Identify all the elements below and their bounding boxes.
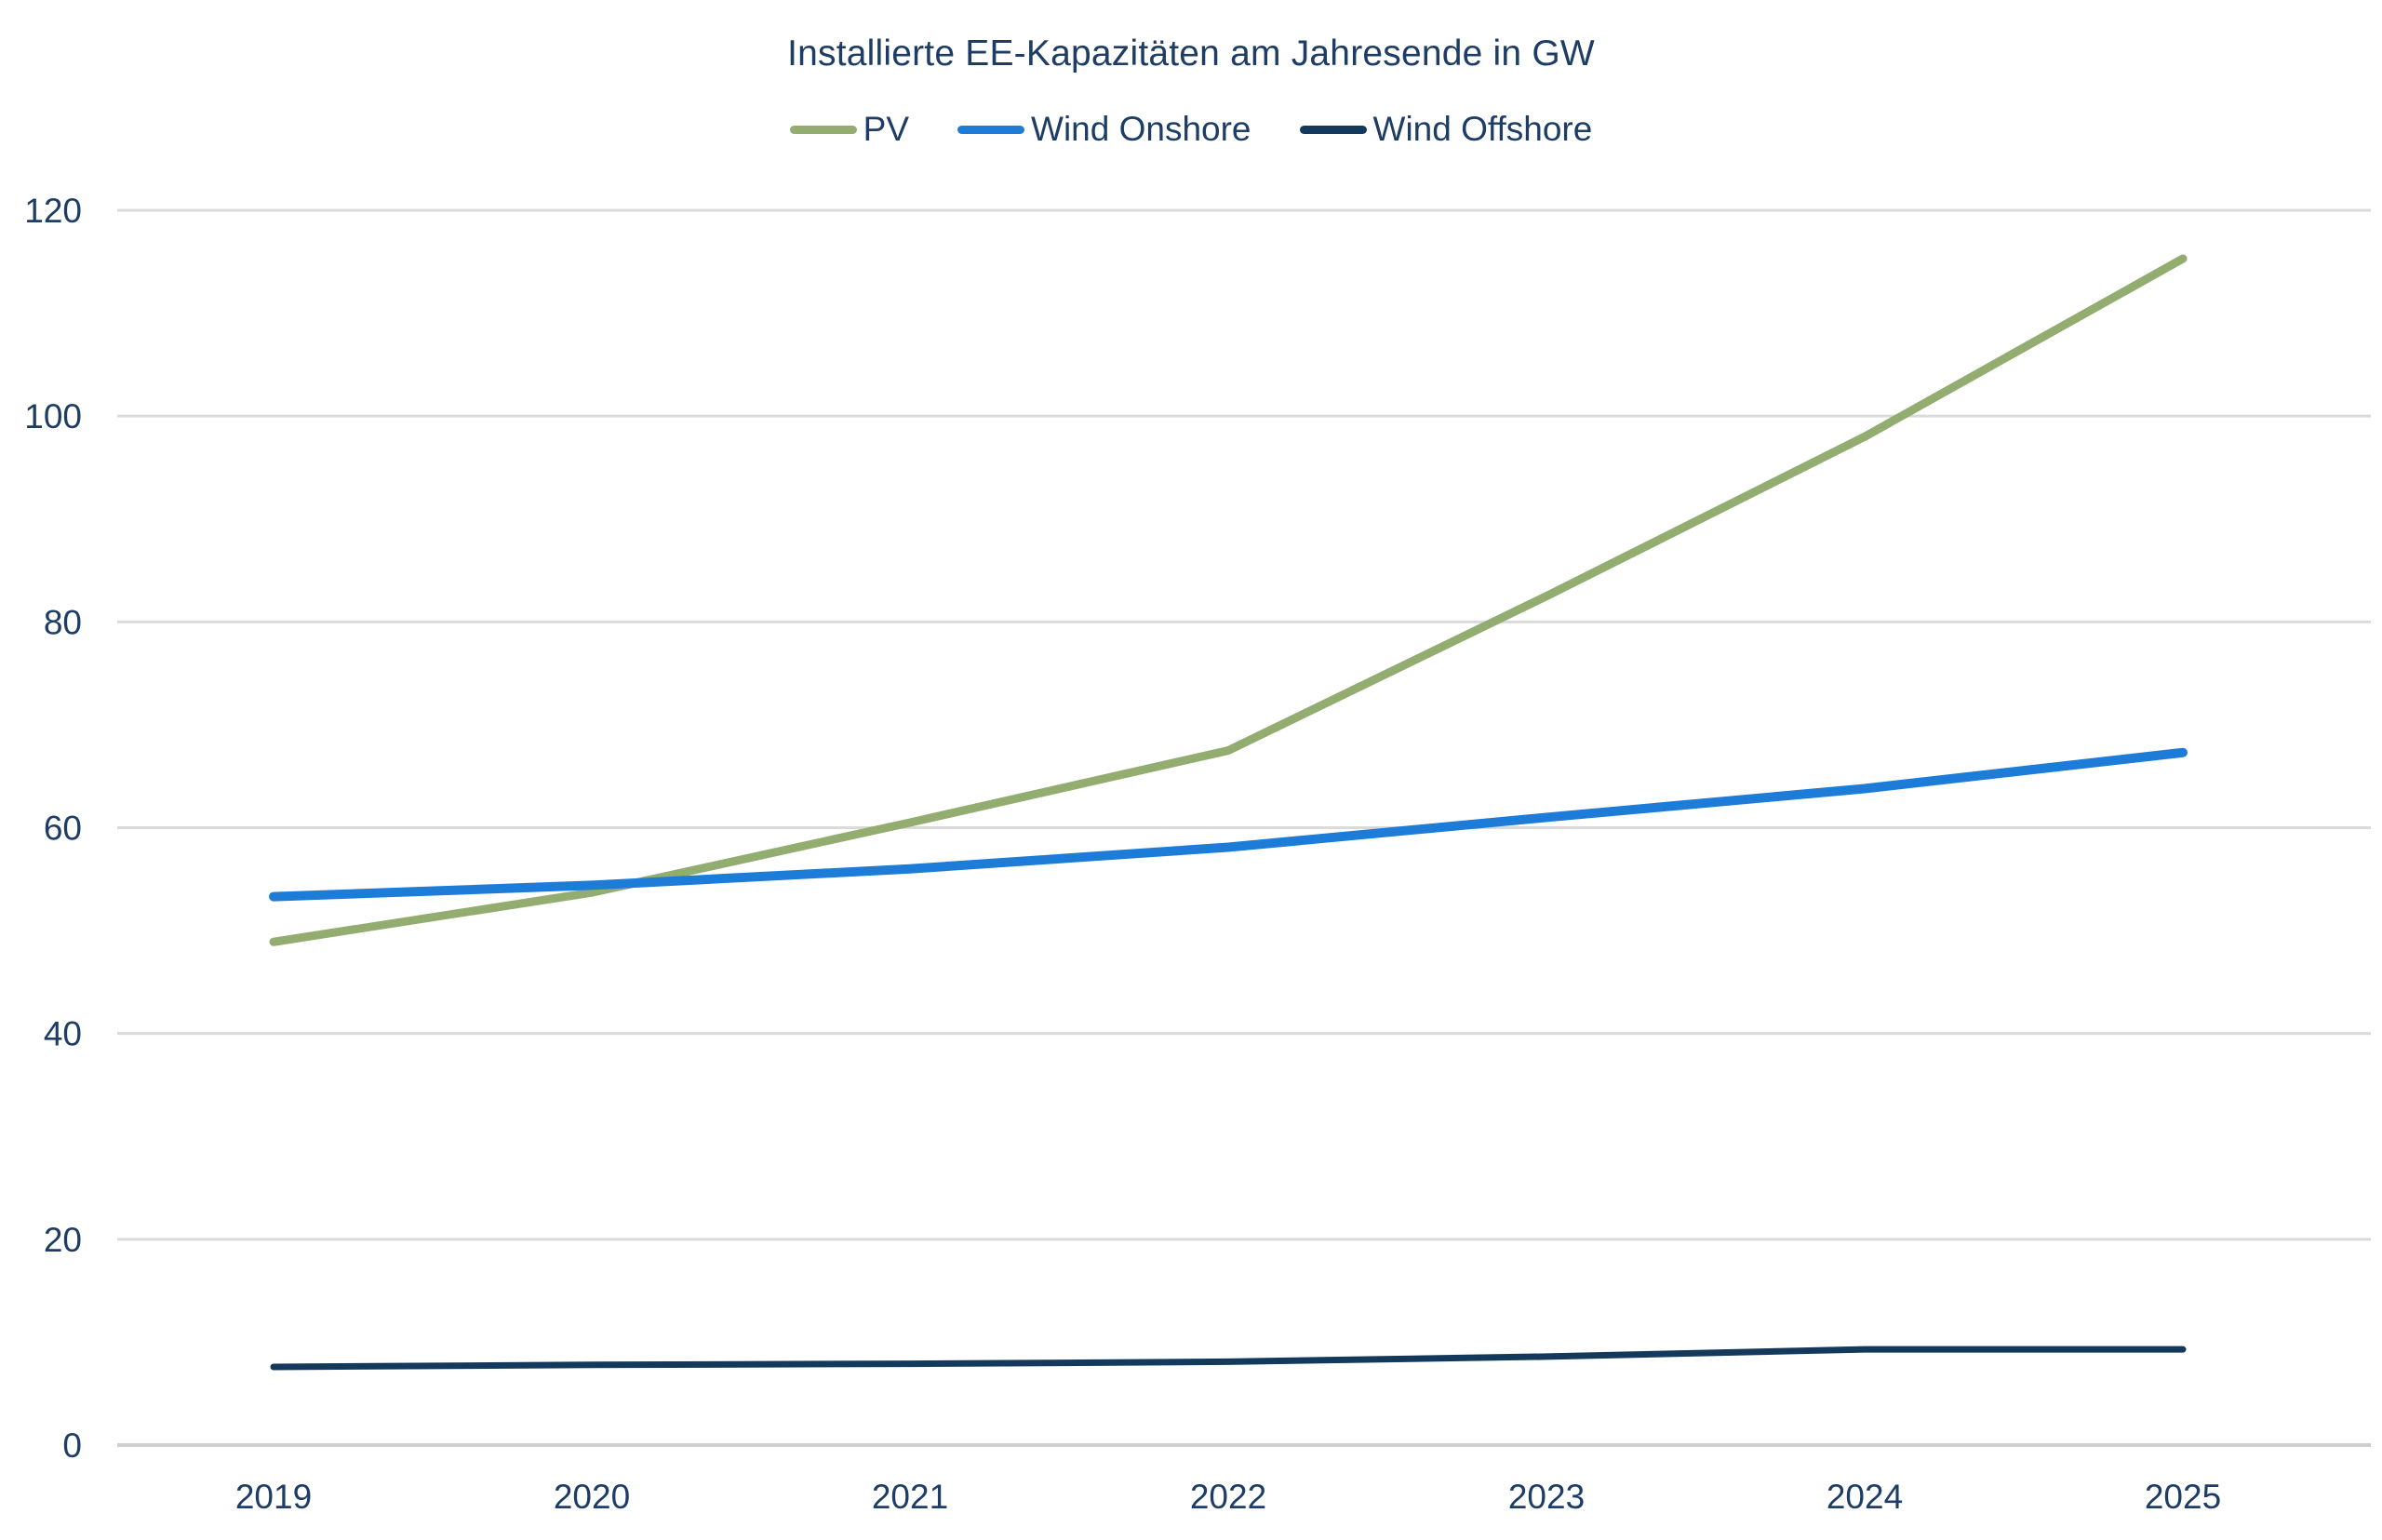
y-tick-label: 0 [62,1426,82,1465]
y-tick-label: 20 [44,1221,82,1259]
x-tick-label: 2020 [554,1478,630,1516]
x-tick-label: 2025 [2145,1478,2221,1516]
x-tick-label: 2024 [1827,1478,1903,1516]
legend-item-wind-onshore: Wind Onshore [957,110,1251,149]
legend-swatch-pv [789,125,857,134]
y-tick-label: 100 [24,397,82,435]
x-tick-label: 2022 [1190,1478,1266,1516]
x-tick-label: 2023 [1508,1478,1585,1516]
y-tick-label: 40 [44,1015,82,1053]
series-line-pv [269,254,2188,946]
chart-title: Installierte EE-Kapazitäten am Jahresend… [787,33,1595,74]
y-tick-label: 60 [44,810,82,848]
legend-label-wind-offshore: Wind Offshore [1372,110,1593,148]
series-line-wind-onshore [269,747,2188,902]
legend-label-wind-onshore: Wind Onshore [1031,110,1251,148]
series-line-wind-offshore [270,1346,2187,1371]
chart-legend: PV Wind Onshore Wind Offshore [0,110,2382,149]
legend-swatch-wind-onshore [957,125,1025,134]
legend-label-pv: PV [863,110,910,148]
legend-swatch-wind-offshore [1299,125,1367,134]
legend-item-pv: PV [789,110,910,149]
x-tick-label: 2019 [235,1478,312,1516]
y-tick-label: 120 [24,192,82,230]
legend-item-wind-offshore: Wind Offshore [1299,110,1593,149]
y-tick-label: 80 [44,603,82,641]
x-tick-label: 2021 [872,1478,948,1516]
